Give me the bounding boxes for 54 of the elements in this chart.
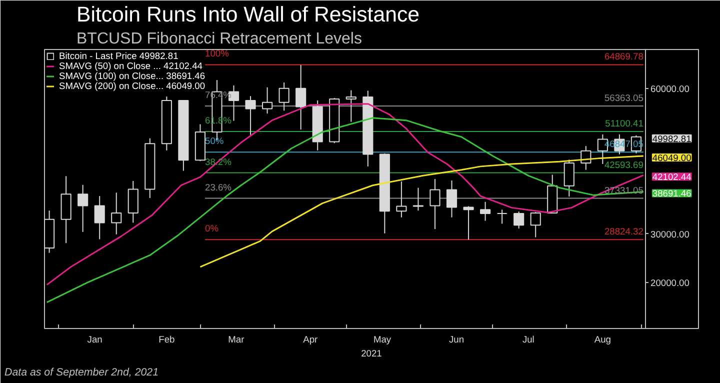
line-series bbox=[46, 117, 644, 304]
candlestick bbox=[564, 159, 574, 198]
x-tick-label: Feb bbox=[158, 334, 175, 344]
text: Data as of September 2nd, 2021 bbox=[4, 366, 159, 378]
x-tick-label: Apr bbox=[303, 334, 318, 344]
ref-line-label: 42593.69 bbox=[604, 160, 644, 170]
ref-line-label: 56363.05 bbox=[604, 92, 644, 103]
annotation: 42102.44 bbox=[652, 172, 692, 182]
x-axis-title: 2021 bbox=[361, 348, 382, 358]
annotation: 23.6% bbox=[205, 182, 232, 192]
candlestick bbox=[111, 192, 122, 235]
annotation: 50% bbox=[205, 136, 224, 146]
ref-line-label: 28824.32 bbox=[604, 226, 644, 237]
candlestick bbox=[296, 64, 306, 130]
candlestick bbox=[346, 90, 356, 122]
legend-label: SMAVG (100) on Close... 38691.46 bbox=[59, 71, 206, 81]
candlestick bbox=[530, 212, 541, 238]
candlestick bbox=[128, 180, 138, 224]
candlestick bbox=[278, 82, 290, 112]
y-tick-label: 30000.00 bbox=[650, 229, 690, 240]
chart-subtitle: BTCUSD Fibonacci Retracement Levels bbox=[76, 30, 362, 48]
candlestick bbox=[94, 196, 105, 240]
candlestick bbox=[396, 180, 407, 218]
ref-line-label: 51100.41 bbox=[605, 118, 644, 128]
x-tick-label: May bbox=[373, 334, 392, 344]
legend-label: SMAVG (200) on Close... 46049.00 bbox=[59, 81, 206, 91]
chart-title: Bitcoin Runs Into Wall of Resistance bbox=[76, 2, 420, 26]
annotation: 49982.81 bbox=[652, 134, 692, 144]
candlestick bbox=[446, 180, 458, 218]
ref-line-label: 64869.78 bbox=[604, 52, 644, 62]
candlestick bbox=[496, 209, 508, 224]
annotation: 46049.00 bbox=[652, 153, 692, 164]
candlestick bbox=[514, 211, 524, 230]
legend-label: SMAVG (50) on Close ... 42102.44 bbox=[59, 61, 202, 71]
annotation: 100% bbox=[205, 48, 229, 59]
candlestick bbox=[463, 206, 474, 240]
y-tick-label: 60000.00 bbox=[650, 84, 690, 94]
candlestick bbox=[430, 178, 440, 230]
candlestick bbox=[412, 187, 424, 212]
line-series bbox=[46, 103, 644, 286]
candlestick bbox=[480, 201, 491, 222]
candlestick bbox=[245, 96, 256, 136]
y-tick-label: 20000.00 bbox=[650, 278, 690, 288]
x-tick-label: Jan bbox=[87, 334, 102, 344]
x-tick-label: Aug bbox=[594, 334, 611, 344]
x-tick-label: Mar bbox=[228, 334, 244, 344]
legend-label: Bitcoin - Last Price 49982.81 bbox=[59, 51, 178, 61]
annotation: 0% bbox=[205, 224, 218, 234]
candlestick bbox=[78, 184, 88, 232]
line-series bbox=[199, 155, 644, 268]
x-tick-label: Jul bbox=[522, 334, 534, 344]
candlestick bbox=[262, 86, 273, 114]
x-tick-label: Jun bbox=[449, 334, 464, 344]
annotation: 38691.46 bbox=[652, 188, 692, 199]
